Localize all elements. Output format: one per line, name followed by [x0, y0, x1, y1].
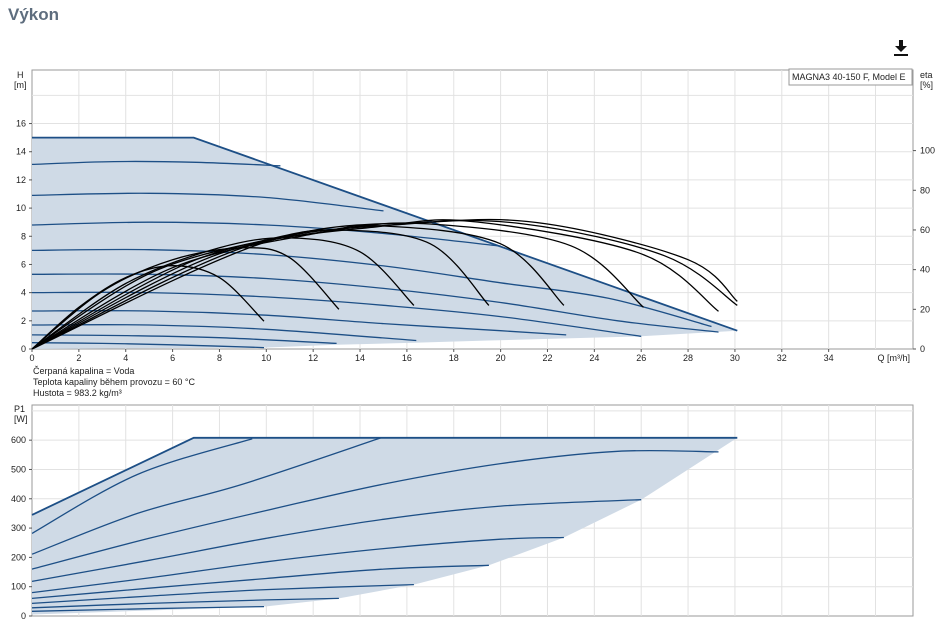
- top-y2-tick-label: 40: [920, 265, 930, 275]
- top-y-tick-label: 12: [16, 175, 26, 185]
- power-curve-2: [31, 437, 382, 555]
- top-y2-tick-label: 100: [920, 146, 935, 156]
- top-x-tick-label: 16: [402, 353, 412, 363]
- top-x-tick-label: 4: [123, 353, 128, 363]
- head-curve-2: [31, 192, 384, 212]
- top-y-tick-label: 10: [16, 203, 26, 213]
- top-x-tick-label: 24: [589, 353, 599, 363]
- top-y-axis-label: H: [17, 70, 24, 80]
- fluid-info-temperature: Teplota kapaliny během provozu = 60 °C: [33, 377, 195, 387]
- power-curve-1: [31, 438, 253, 534]
- top-x-tick-label: 34: [824, 353, 834, 363]
- legend-box: [788, 68, 913, 86]
- bottom-y-axis-unit: [W]: [14, 414, 28, 424]
- head-curve-1: [31, 160, 281, 167]
- efficiency-curve-4: [31, 229, 490, 350]
- top-y2-tick-label: 60: [920, 225, 930, 235]
- bottom-y-tick-label: 300: [11, 523, 26, 533]
- top-y-axis-unit: [m]: [14, 80, 27, 90]
- fluid-info-liquid: Čerpaná kapalina = Voda: [33, 366, 135, 376]
- bottom-operating-area: [32, 437, 738, 616]
- bottom-y-tick-label: 600: [11, 435, 26, 445]
- bottom-y-tick-label: 500: [11, 464, 26, 474]
- bottom-y-tick-label: 100: [11, 582, 26, 592]
- head-curve-3: [31, 221, 501, 247]
- top-y2-tick-label: 0: [920, 344, 925, 354]
- power-curve-3: [31, 449, 719, 570]
- page-title: Výkon: [8, 5, 60, 24]
- efficiency-curve-6: [31, 222, 644, 350]
- top-x-tick-label: 8: [217, 353, 222, 363]
- head-curve-4: [31, 248, 712, 328]
- top-x-tick-label: 20: [496, 353, 506, 363]
- top-x-tick-label: 12: [308, 353, 318, 363]
- top-x-tick-label: 26: [636, 353, 646, 363]
- top-x-tick-label: 18: [449, 353, 459, 363]
- top-x-tick-label: 10: [261, 353, 271, 363]
- top-x-axis-label: Q [m³/h]: [877, 353, 910, 363]
- top-y2-tick-label: 80: [920, 185, 930, 195]
- head-curve-7: [31, 310, 567, 336]
- download-icon-glyph: [894, 40, 908, 56]
- top-y-tick-label: 4: [21, 288, 26, 298]
- efficiency-curve-9: [31, 218, 738, 350]
- efficiency-curve-1: [31, 265, 265, 350]
- power-curve-7: [31, 583, 414, 605]
- head-curve-10: [31, 342, 265, 349]
- top-y-tick-label: 0: [21, 344, 26, 354]
- top-x-tick-label: 30: [730, 353, 740, 363]
- efficiency-curve-3: [31, 237, 415, 350]
- bottom-y-tick-label: 0: [21, 611, 26, 621]
- power-curve-8: [31, 597, 339, 609]
- legend-label: MAGNA3 40-150 F, Model E: [792, 72, 906, 82]
- fluid-info-density: Hustota = 983.2 kg/m³: [33, 388, 122, 398]
- power-curve-9: [31, 605, 265, 612]
- top-x-tick-label: 28: [683, 353, 693, 363]
- top-x-tick-label: 14: [355, 353, 365, 363]
- top-x-tick-label: 0: [29, 353, 34, 363]
- top-y2-axis-label: eta: [920, 70, 933, 80]
- top-x-tick-label: 22: [542, 353, 552, 363]
- bottom-y-axis-label: P1: [14, 404, 25, 414]
- top-y-tick-label: 6: [21, 259, 26, 269]
- fluid-info: Čerpaná kapalina = Voda Teplota kapaliny…: [33, 366, 195, 399]
- top-operating-area: [32, 137, 738, 349]
- top-x-tick-label: 32: [777, 353, 787, 363]
- top-y-tick-label: 2: [21, 316, 26, 326]
- power-curve-6: [31, 564, 489, 600]
- head-curve-8: [31, 324, 417, 342]
- head-curve-6: [31, 291, 642, 337]
- bottom-y-tick-label: 200: [11, 552, 26, 562]
- top-y-tick-label: 8: [21, 231, 26, 241]
- top-y-tick-label: 14: [16, 147, 26, 157]
- power-curve-5: [31, 536, 564, 594]
- top-y-tick-label: 16: [16, 119, 26, 129]
- top-y2-tick-label: 20: [920, 304, 930, 314]
- power-curve-4: [31, 499, 642, 583]
- top-x-tick-label: 6: [170, 353, 175, 363]
- bottom-y-tick-label: 400: [11, 494, 26, 504]
- top-y2-axis-unit: [%]: [920, 80, 933, 90]
- head-curve-9: [31, 334, 337, 345]
- head-max-envelope: [32, 136, 738, 332]
- power-max-envelope: [31, 436, 738, 516]
- download-icon[interactable]: [893, 39, 909, 57]
- top-x-tick-label: 2: [76, 353, 81, 363]
